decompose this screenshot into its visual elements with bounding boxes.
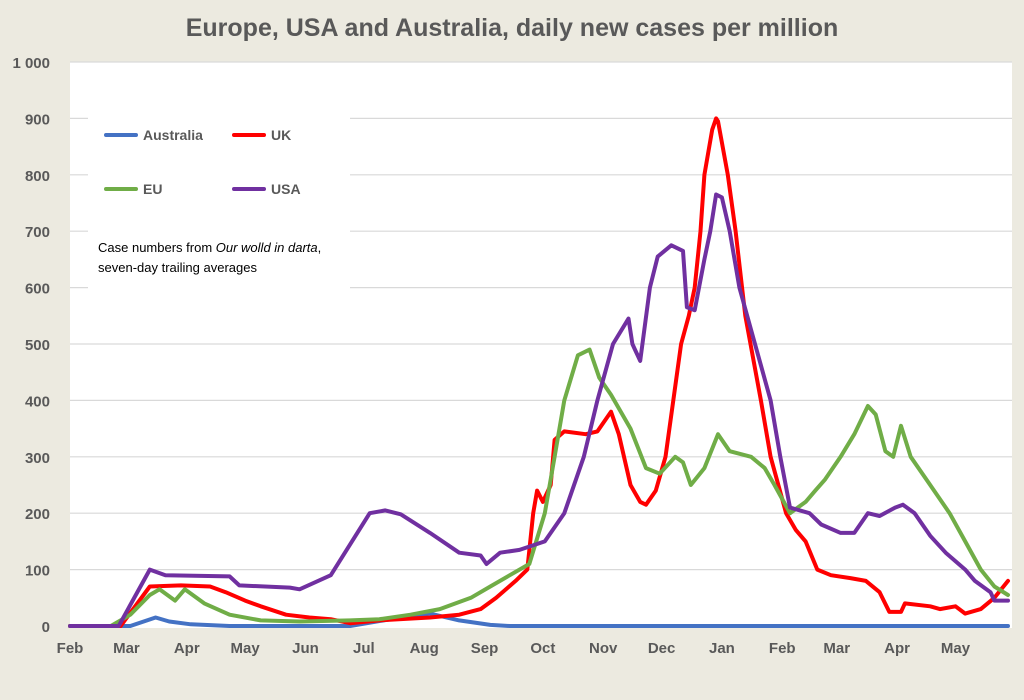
legend-label-eu: EU [143,181,162,197]
x-tick-label: Nov [589,640,618,657]
x-tick-label: Mar [823,640,850,657]
x-tick-label: Apr [884,640,910,657]
x-tick-label: Mar [113,640,140,657]
x-tick-label: Aug [410,640,439,657]
series-line-australia [68,611,1010,628]
x-tick-label: Apr [174,640,200,657]
x-tick-label: Oct [530,640,555,657]
series-line-usa [68,192,1010,628]
y-tick-label: 400 [25,393,50,410]
y-tick-label: 600 [25,281,50,298]
y-tick-label: 500 [25,337,50,354]
x-tick-label: Feb [769,640,796,657]
x-tick-label: Feb [57,640,84,657]
y-tick-label: 800 [25,168,50,185]
legend-label-usa: USA [271,181,301,197]
legend-label-australia: Australia [143,127,203,143]
legend-background [88,108,350,293]
x-tick-label: Sep [471,640,499,657]
x-tick-label: Jan [709,640,735,657]
annotation-line-2: seven-day trailing averages [98,260,257,275]
chart-title: Europe, USA and Australia, daily new cas… [185,14,839,42]
y-tick-label: 100 [25,563,50,580]
x-tick-label: Dec [648,640,676,657]
y-tick-label: 0 [42,619,50,636]
y-tick-label: 900 [25,111,50,128]
annotation-line-1: Case numbers from Our wolld in darta, [98,240,321,255]
x-tick-label: May [941,640,971,657]
y-tick-label: 200 [25,506,50,523]
x-tick-label: Jul [353,640,375,657]
legend-label-uk: UK [271,127,291,143]
series-line-eu [68,347,1010,628]
x-tick-label: May [231,640,261,657]
x-tick-label: Jun [292,640,319,657]
y-tick-label: 700 [25,224,50,241]
y-tick-label: 300 [25,450,50,467]
y-tick-label: 1 000 [12,55,50,72]
